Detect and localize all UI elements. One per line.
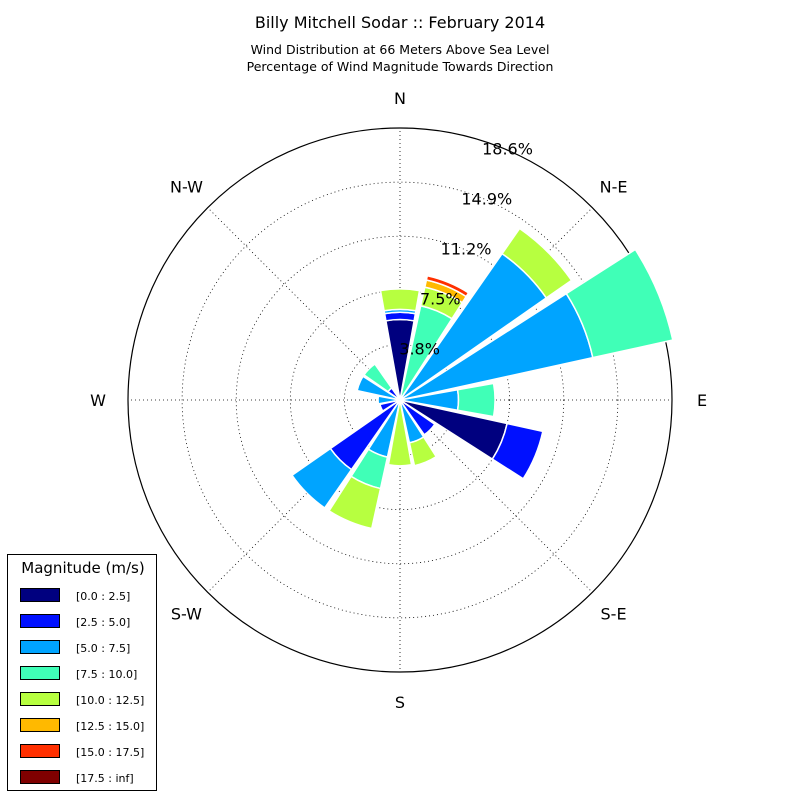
legend-swatch (20, 666, 60, 680)
direction-label: N (394, 89, 406, 108)
wind-bar-segment (387, 399, 413, 467)
legend-swatch (20, 640, 60, 654)
legend-swatch (20, 614, 60, 628)
legend-label: [7.5 : 10.0] (76, 668, 138, 681)
legend-title: Magnitude (m/s) (21, 559, 145, 577)
legend-label: [10.0 : 12.5] (76, 694, 145, 707)
chart-title: Billy Mitchell Sodar :: February 2014 (255, 13, 545, 32)
direction-label: S (395, 693, 405, 712)
grid-spoke (399, 399, 593, 593)
chart-subtitle-line-2: Percentage of Wind Magnitude Towards Dir… (247, 59, 554, 74)
chart-subtitle-line-1: Wind Distribution at 66 Meters Above Sea… (251, 42, 550, 57)
legend-swatch (20, 692, 60, 706)
radial-tick-label: 7.5% (420, 290, 461, 309)
wind-bar-segment (328, 475, 382, 530)
direction-label: W (90, 391, 106, 410)
wind-bar-segment (565, 248, 674, 359)
radial-tick-label: 11.2% (441, 240, 492, 259)
radial-tick-label: 18.6% (482, 140, 533, 159)
grid-spoke (207, 399, 401, 593)
radial-tick-label: 14.9% (461, 190, 512, 209)
legend-swatch (20, 588, 60, 602)
legend-label: [15.0 : 17.5] (76, 746, 145, 759)
grid-spoke (207, 207, 401, 401)
wind-bar-segment (291, 447, 353, 509)
direction-label: S-W (171, 605, 202, 624)
legend-label: [2.5 : 5.0] (76, 616, 131, 629)
outer-ring (127, 127, 673, 673)
direction-label: S-E (601, 605, 627, 624)
wind-bars (291, 227, 674, 530)
legend: Magnitude (m/s) [0.0 : 2.5] [2.5 : 5.0] [5… (7, 554, 157, 791)
wind-bar-segment (399, 399, 436, 436)
legend-label: [17.5 : inf] (76, 772, 134, 785)
legend-label: [12.5 : 15.0] (76, 720, 145, 733)
wind-bar-segment (356, 375, 401, 401)
grid-ring (181, 181, 619, 619)
legend-swatch (20, 718, 60, 732)
legend-label: [0.0 : 2.5] (76, 590, 131, 603)
grid-ring (235, 235, 565, 565)
wind-bar-segment (379, 288, 421, 312)
direction-label: N-W (170, 177, 203, 196)
legend-swatch (20, 770, 60, 784)
direction-label: N-E (600, 177, 628, 196)
legend-swatch (20, 744, 60, 758)
wind-bar-segment (425, 274, 470, 298)
direction-label: E (697, 391, 707, 410)
radial-tick-labels: 3.8% 7.5% 11.2% 14.9% 18.6% (399, 140, 533, 359)
wind-bar-segment (408, 435, 438, 467)
radial-tick-label: 3.8% (399, 340, 440, 359)
legend-label: [5.0 : 7.5] (76, 642, 131, 655)
wind-bar-segment (491, 422, 544, 480)
wind-bar-segment (456, 382, 496, 418)
wind-bar-segment (501, 227, 573, 299)
wind-bar-segment (379, 399, 401, 413)
direction-labels: N N-E E S-E S S-W W N-W (90, 89, 707, 712)
wind-bar-segment (377, 395, 401, 405)
wind-bar-segment (362, 362, 393, 393)
